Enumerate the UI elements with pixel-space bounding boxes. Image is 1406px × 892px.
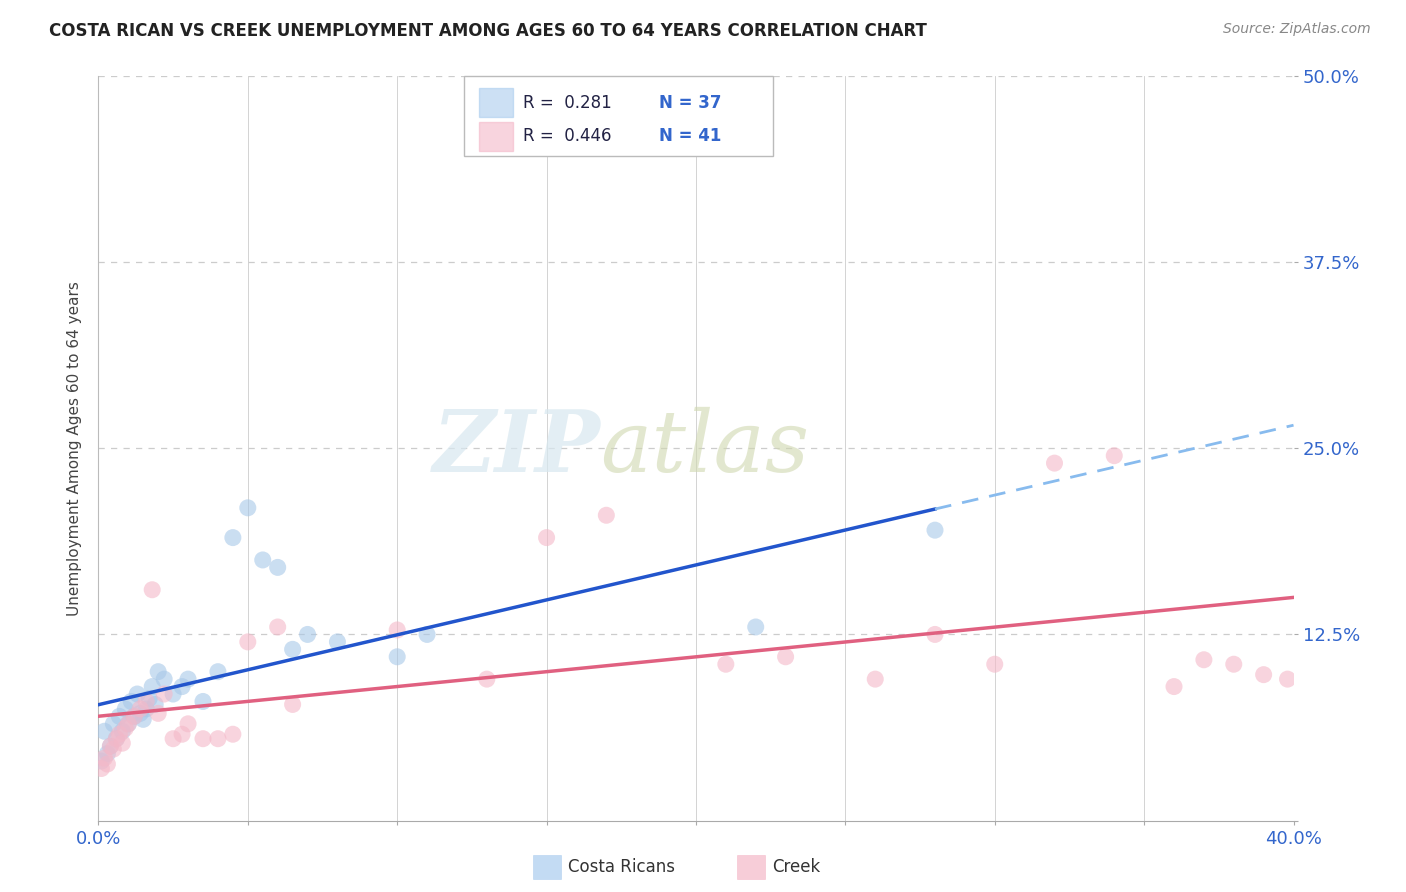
Point xyxy=(105,731,128,746)
Point xyxy=(114,721,136,735)
Point xyxy=(172,680,194,694)
Point xyxy=(536,531,558,545)
Point xyxy=(385,623,409,637)
Point xyxy=(132,712,155,726)
Point xyxy=(96,757,118,772)
Point xyxy=(1277,672,1299,686)
Y-axis label: Unemployment Among Ages 60 to 64 years: Unemployment Among Ages 60 to 64 years xyxy=(66,281,82,615)
Point xyxy=(108,727,131,741)
Point xyxy=(124,709,146,723)
Point xyxy=(267,620,290,634)
Point xyxy=(162,731,184,746)
Point xyxy=(1043,456,1066,470)
Point xyxy=(865,672,887,686)
Point xyxy=(595,508,617,523)
Point xyxy=(984,657,1007,672)
Point xyxy=(222,727,245,741)
Point xyxy=(98,739,122,753)
Point xyxy=(153,672,176,686)
Point xyxy=(138,691,160,706)
Point xyxy=(416,627,439,641)
Point xyxy=(191,694,214,708)
Point xyxy=(129,702,152,716)
Point xyxy=(141,582,163,597)
Text: Source: ZipAtlas.com: Source: ZipAtlas.com xyxy=(1223,22,1371,37)
Point xyxy=(207,665,229,679)
Point xyxy=(148,665,170,679)
Point xyxy=(143,698,166,712)
Point xyxy=(172,727,194,741)
Point xyxy=(135,702,157,716)
Point xyxy=(385,649,409,664)
Point xyxy=(117,716,139,731)
Point xyxy=(129,706,152,721)
Point xyxy=(775,649,797,664)
Point xyxy=(120,694,142,708)
Point xyxy=(222,531,245,545)
Point xyxy=(162,687,184,701)
Point xyxy=(252,553,274,567)
Point xyxy=(117,716,139,731)
Point xyxy=(207,731,229,746)
Point xyxy=(90,754,112,768)
Point xyxy=(114,702,136,716)
Point xyxy=(124,709,146,723)
Point xyxy=(1163,680,1185,694)
Text: N = 41: N = 41 xyxy=(659,128,721,145)
Point xyxy=(1223,657,1246,672)
Point xyxy=(924,627,946,641)
Point xyxy=(153,687,176,701)
Point xyxy=(191,731,214,746)
Point xyxy=(236,500,259,515)
Point xyxy=(111,736,134,750)
Point xyxy=(141,680,163,694)
Point xyxy=(93,724,115,739)
Point xyxy=(1104,449,1126,463)
Point xyxy=(267,560,290,574)
Point xyxy=(745,620,768,634)
Point xyxy=(281,698,304,712)
Point xyxy=(177,672,200,686)
Point xyxy=(148,706,170,721)
Point xyxy=(93,751,115,765)
Text: R =  0.281: R = 0.281 xyxy=(523,94,612,112)
Point xyxy=(135,694,157,708)
Point xyxy=(98,739,122,753)
Point xyxy=(924,523,946,537)
Point xyxy=(1192,653,1215,667)
Text: COSTA RICAN VS CREEK UNEMPLOYMENT AMONG AGES 60 TO 64 YEARS CORRELATION CHART: COSTA RICAN VS CREEK UNEMPLOYMENT AMONG … xyxy=(49,22,927,40)
Text: ZIP: ZIP xyxy=(433,407,600,490)
Point xyxy=(1253,667,1275,681)
Text: Costa Ricans: Costa Ricans xyxy=(568,858,675,876)
Text: atlas: atlas xyxy=(600,407,810,490)
Point xyxy=(475,672,498,686)
Point xyxy=(96,747,118,761)
Text: Creek: Creek xyxy=(772,858,820,876)
Point xyxy=(103,742,125,756)
Point xyxy=(177,716,200,731)
Point xyxy=(90,762,112,776)
Point xyxy=(236,635,259,649)
Point xyxy=(108,709,131,723)
Point xyxy=(127,687,149,701)
Point xyxy=(111,724,134,739)
Point xyxy=(714,657,737,672)
Text: R =  0.446: R = 0.446 xyxy=(523,128,612,145)
Point xyxy=(103,716,125,731)
Point xyxy=(105,731,128,746)
Point xyxy=(297,627,319,641)
Point xyxy=(326,635,349,649)
Text: N = 37: N = 37 xyxy=(659,94,721,112)
Point xyxy=(281,642,304,657)
